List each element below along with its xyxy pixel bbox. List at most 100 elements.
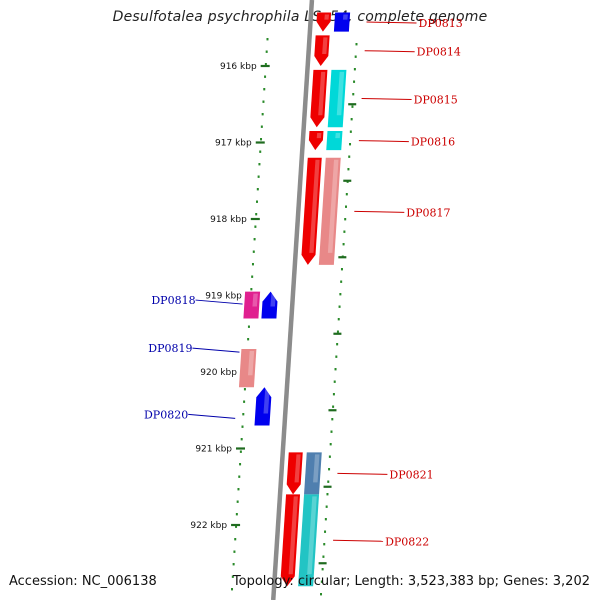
gene-block-dp0820-shine: [263, 389, 270, 414]
gene-block-dp0817: [301, 157, 322, 265]
gene-block-dp0817: [318, 157, 341, 265]
track-dot: [328, 468, 331, 471]
track-dot: [238, 475, 241, 478]
track-dot: [326, 493, 329, 496]
track-dot: [342, 243, 345, 246]
gene-block-dp0815-shine: [336, 71, 345, 116]
gene-label-dp0815: DP0815: [414, 94, 458, 107]
track-dot: [231, 575, 234, 578]
gene-label-dp0822: DP0822: [385, 535, 429, 548]
track-dot: [266, 38, 269, 41]
track-dot: [337, 318, 340, 321]
gene-block-dp0815-shine: [318, 71, 326, 116]
gene-block-dp0822-shine: [307, 496, 317, 575]
track-dot: [334, 368, 337, 371]
track-dot: [247, 338, 250, 341]
track-dot: [327, 480, 330, 483]
gene-label-dp0813: DP0813: [419, 17, 463, 30]
gene-labels: DP0813 DP0814 DP0815 DP0816 DP0817 DP0818 DP08…: [144, 17, 463, 548]
gene-label-dp0820: DP0820: [144, 408, 188, 421]
gene-block-dp0818-shine: [252, 293, 258, 307]
track-dot: [353, 68, 356, 71]
track-dot: [345, 205, 348, 208]
gene-block-dp0822: [280, 494, 301, 587]
track-dot: [263, 88, 266, 91]
track-dot: [330, 430, 333, 433]
track-dot: [333, 380, 336, 383]
gene-connector: [354, 210, 405, 213]
track-dot: [323, 543, 326, 546]
track-dot: [258, 163, 261, 166]
gene-label-dp0816: DP0816: [411, 136, 455, 149]
track-dot: [256, 200, 259, 203]
track-dot: [351, 105, 354, 108]
tick-label: 917 kbp: [215, 139, 252, 149]
track-dot: [239, 463, 242, 466]
track-dot: [251, 275, 254, 278]
gene-connector: [366, 21, 417, 24]
gene-block-dp0822-shine: [288, 496, 298, 575]
tick-label: 922 kbp: [190, 521, 227, 531]
track-dot: [340, 268, 343, 271]
track-dot: [324, 518, 327, 521]
track-dot: [322, 555, 325, 558]
gene-block-dp0817-shine: [327, 159, 339, 253]
tick-track-right: [320, 43, 358, 596]
genome-summary-text: Topology: circular; Length: 3,523,383 bp…: [232, 574, 590, 589]
track-dot: [243, 400, 246, 403]
track-dot: [336, 330, 339, 333]
track-dot: [348, 155, 351, 158]
backbone-line: [270, 0, 315, 600]
track-dot: [340, 280, 343, 283]
gene-block-dp0814: [314, 35, 330, 66]
track-dot: [260, 125, 263, 128]
gene-block-dp0813: [316, 12, 332, 32]
track-dot: [253, 238, 256, 241]
track-dot: [336, 343, 339, 346]
track-dot: [241, 425, 244, 428]
track-dot: [339, 293, 342, 296]
gene-block-dp0814-shine: [322, 37, 328, 54]
track-dot: [338, 305, 341, 308]
track-dot: [332, 405, 335, 408]
track-dot: [345, 193, 348, 196]
gene-block-dp0817-shine: [309, 159, 320, 253]
gene-block-dp0821: [286, 452, 303, 495]
gene-block-dp0819: [238, 349, 257, 388]
map-title: Desulfotalea psychrophila LSv54, complet…: [112, 9, 488, 25]
ruler-ticks: 916 kbp 917 kbp 918 kbp 919 kbp 920 kbp 921 k…: [190, 62, 357, 565]
track-dot: [235, 513, 238, 516]
track-dot: [233, 550, 236, 553]
track-dot: [329, 443, 332, 446]
track-dot: [256, 188, 259, 191]
track-dot: [232, 563, 235, 566]
gene-block-dp0815: [327, 69, 347, 128]
track-dot: [320, 580, 323, 583]
gene-block-dp0819-shine: [247, 351, 255, 376]
track-dot: [264, 63, 267, 66]
track-dot: [265, 50, 268, 53]
gene-block-dp0821: [304, 452, 322, 495]
track-dot: [234, 538, 237, 541]
track-dot: [344, 218, 347, 221]
gene-block-dp0816-shine: [316, 133, 322, 139]
track-dot: [354, 55, 357, 58]
track-dot: [255, 213, 258, 216]
gene-block-dp0821-shine: [313, 454, 320, 483]
gene-block-dp0816-shine: [335, 133, 341, 139]
gene-block-dp0813-shine: [324, 14, 330, 20]
gene-block-dp0816: [308, 131, 324, 151]
gene-label-dp0818: DP0818: [151, 294, 195, 307]
tick-label: 919 kbp: [205, 292, 242, 302]
gene-connector: [364, 50, 415, 53]
track-dot: [320, 593, 323, 596]
track-dot: [331, 418, 334, 421]
gene-block-dp0813: [333, 12, 351, 32]
gene-block-dp0818: [261, 291, 278, 319]
gene-connector: [337, 472, 388, 475]
track-dot: [239, 450, 242, 453]
track-dot: [350, 118, 353, 121]
gene-block-dp0818: [243, 291, 261, 319]
gene-label-dp0819: DP0819: [148, 342, 192, 355]
track-dot: [324, 530, 327, 533]
